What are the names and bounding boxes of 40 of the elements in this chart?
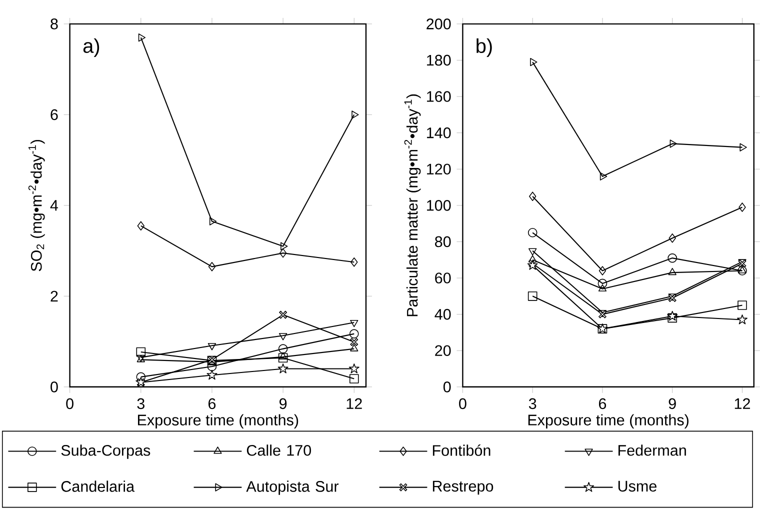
y-tick-label: 2 <box>50 291 58 302</box>
x-tick-label: 0 <box>66 398 74 410</box>
legend-label: Autopista Sur <box>246 480 339 496</box>
y-tick-label: 200 <box>426 18 451 30</box>
y-tick-label: 80 <box>435 236 451 248</box>
x-axis-title: Exposure time (months) <box>528 414 688 429</box>
x-tick-label: 6 <box>208 398 216 410</box>
y-tick-label: 160 <box>427 91 451 102</box>
x-tick-label: 12 <box>734 398 750 410</box>
x-tick-label: 0 <box>459 398 466 410</box>
x-tick-label: 3 <box>528 398 536 410</box>
legend-label: Calle 170 <box>246 444 311 456</box>
y-axis-title: Particulate matter (mg•m$^{-2}$•day$^{-1}$) <box>404 94 421 316</box>
y-tick-label: 20 <box>435 345 451 356</box>
y-tick-label: 120 <box>427 164 451 175</box>
x-tick-label: 9 <box>668 398 676 410</box>
legend-label: Federman <box>618 444 686 456</box>
annotation: b) <box>476 38 492 58</box>
y-tick-label: 60 <box>435 272 451 284</box>
legend-label: Restrepo <box>432 481 494 495</box>
annotation: a) <box>83 38 100 58</box>
x-axis-title: Exposure time (months) <box>138 414 298 429</box>
legend-label: Candelaria <box>61 480 135 492</box>
y-tick-label: 4 <box>50 200 58 211</box>
y-tick-label: 140 <box>427 128 451 138</box>
legend-label: Suba-Corpas <box>61 444 150 460</box>
y-axis-title: SO$_{2}$ (mg•m$^{-2}$•day$^{-1}$) <box>28 140 45 272</box>
y-tick-label: 6 <box>50 109 58 120</box>
x-tick-label: 6 <box>598 398 606 410</box>
y-tick-label: 40 <box>434 309 451 320</box>
legend-label: Usme <box>618 481 656 492</box>
y-tick-label: 0 <box>443 382 451 393</box>
y-tick-label: 8 <box>50 18 58 30</box>
legend-label: Fontibón <box>432 444 490 456</box>
x-tick-label: 3 <box>137 398 144 410</box>
y-tick-label: 180 <box>427 55 451 66</box>
y-tick-label: 100 <box>427 200 451 212</box>
x-tick-label: 12 <box>346 398 362 410</box>
y-tick-label: 0 <box>50 382 58 393</box>
x-tick-label: 9 <box>280 398 287 410</box>
